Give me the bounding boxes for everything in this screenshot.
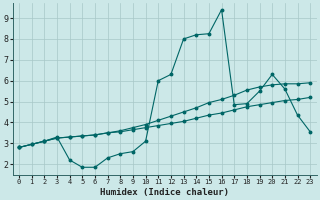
X-axis label: Humidex (Indice chaleur): Humidex (Indice chaleur) <box>100 188 229 197</box>
